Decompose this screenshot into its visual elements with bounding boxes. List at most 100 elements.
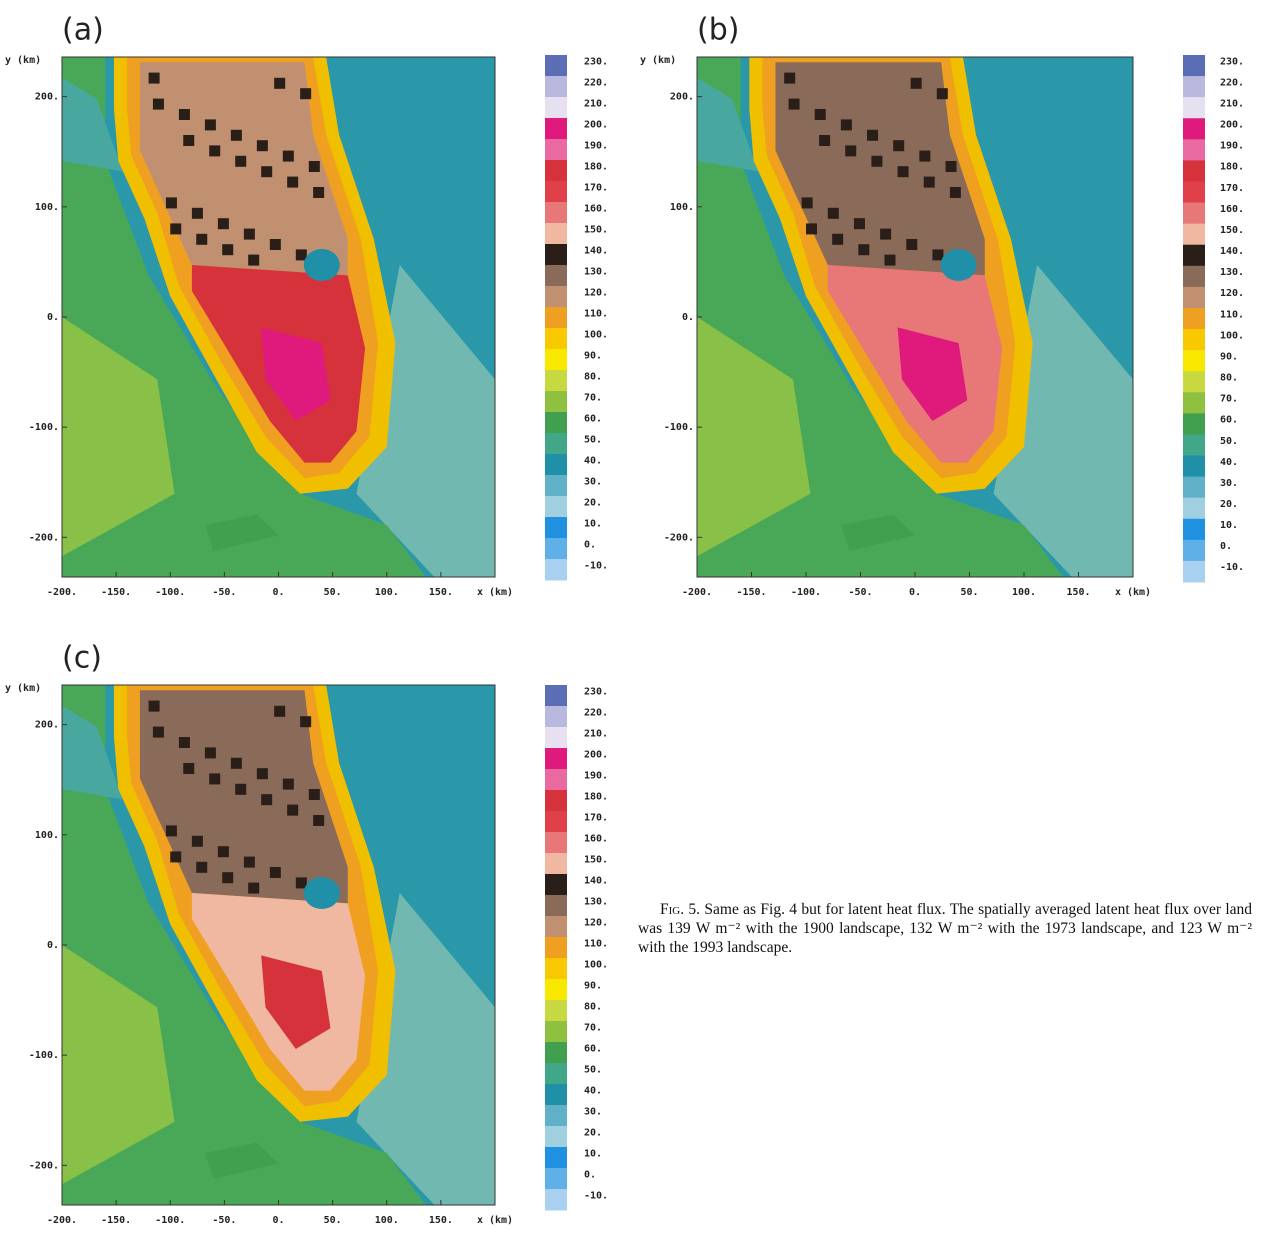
land-cell — [230, 129, 242, 141]
colorbar-swatch — [545, 832, 567, 854]
land-cell — [178, 109, 190, 120]
y-axis-label: y (km) — [640, 55, 676, 66]
x-tick-label: -50. — [212, 587, 236, 598]
colorbar-label: 0. — [1220, 541, 1232, 552]
colorbar-label: 140. — [1220, 246, 1244, 257]
colorbar-swatch — [545, 1042, 567, 1064]
colorbar-swatch — [545, 517, 567, 539]
land-cell — [222, 244, 234, 256]
keys — [204, 514, 279, 551]
colorbar-swatch — [545, 937, 567, 959]
colorbar-swatch — [1183, 76, 1205, 98]
land-cell — [840, 119, 852, 131]
y-tick-label: 100. — [670, 202, 694, 213]
colorbar-swatch — [1183, 265, 1205, 288]
colorbar-swatch — [1183, 497, 1205, 520]
panel: (b) y (km) 200. 100. 0. -100. -200. -200. -150. -… — [640, 13, 1244, 599]
x-tick-label: -200. — [47, 1215, 77, 1226]
colorbar-swatch — [545, 1147, 567, 1169]
land-cell — [222, 872, 234, 884]
colorbar-label: 150. — [584, 224, 608, 235]
colorbar-label: 80. — [584, 371, 602, 382]
colorbar-label: 150. — [584, 854, 608, 865]
land-cell — [788, 98, 800, 110]
land-core — [261, 327, 331, 421]
land-cell — [269, 239, 281, 250]
colorbar-label: 70. — [584, 392, 602, 403]
colorbar-swatch — [1183, 244, 1205, 267]
colorbar-label: 90. — [584, 980, 602, 991]
colorbar-swatch — [1183, 392, 1205, 414]
land-cell — [204, 119, 216, 131]
land-cell — [282, 778, 294, 790]
y-tick-label: 200. — [35, 92, 59, 103]
shelf-teal — [62, 77, 123, 172]
land-cell — [196, 233, 208, 245]
colorbar-label: -10. — [584, 560, 608, 571]
x-tick-label: 50. — [960, 587, 978, 598]
figure-label: Fig. 5. — [660, 901, 701, 918]
land-cell — [923, 176, 935, 188]
colorbar-label: 50. — [584, 434, 602, 445]
land-cell — [313, 187, 325, 198]
colorbar-swatch — [545, 1084, 567, 1106]
colorbar-swatch — [545, 475, 567, 497]
colorbar-swatch — [1183, 371, 1205, 393]
land-cell — [191, 835, 203, 847]
colorbar-label: 30. — [1220, 478, 1238, 489]
colorbar-label: 160. — [584, 203, 608, 214]
land-cell — [191, 207, 203, 219]
x-tick-label: 150. — [1066, 587, 1090, 598]
x-tick-label: -100. — [791, 587, 821, 598]
land-cell — [853, 218, 865, 230]
y-axis-label: y (km) — [5, 683, 41, 694]
colorbar-label: 190. — [1220, 141, 1244, 152]
land-cell — [261, 166, 273, 178]
colorbar-label: 20. — [584, 1127, 602, 1138]
colorbar-label: 180. — [584, 791, 608, 802]
colorbar-swatch — [1183, 97, 1205, 119]
lake — [303, 249, 340, 281]
colorbar-swatch — [1183, 413, 1205, 435]
land-cell — [274, 705, 286, 717]
colorbar-label: 110. — [1220, 309, 1244, 320]
colorbar-swatch — [545, 706, 567, 728]
x-tick-label: -200. — [47, 587, 77, 598]
land-cell — [806, 223, 817, 235]
colorbar-swatch — [545, 1168, 567, 1190]
lake — [940, 249, 977, 281]
colorbar-swatch — [545, 538, 567, 560]
colorbar-label: 0. — [584, 539, 596, 550]
colorbar-label: 230. — [584, 56, 608, 67]
land-cell — [300, 716, 312, 728]
colorbar-swatch — [545, 727, 567, 749]
caption: Fig. 5. Same as Fig. 4 but for latent he… — [638, 900, 1252, 957]
land-cell — [256, 140, 268, 152]
y-tick-label: 0. — [682, 312, 694, 323]
land-cell — [269, 867, 281, 878]
colorbar-label: 130. — [584, 266, 608, 277]
land-cell — [893, 140, 905, 152]
land-core — [261, 955, 331, 1049]
shelf-light — [62, 317, 175, 557]
colorbar-label: 40. — [584, 455, 602, 466]
keys — [840, 514, 915, 551]
y-tick-label: -100. — [29, 422, 59, 433]
land-cell — [919, 150, 931, 162]
x-axis-label: x (km) — [477, 587, 513, 598]
colorbar-swatch — [545, 811, 567, 833]
colorbar-label: 200. — [584, 749, 608, 760]
land-cell — [243, 228, 255, 240]
colorbar-label: 150. — [1220, 225, 1244, 236]
colorbar-swatch — [545, 349, 567, 371]
land-cell — [801, 197, 813, 209]
colorbar-label: 220. — [584, 77, 608, 88]
land-cell — [910, 77, 922, 89]
colorbar-swatch — [545, 202, 567, 224]
x-tick-label: -100. — [155, 587, 185, 598]
colorbar-label: 220. — [1220, 77, 1244, 88]
colorbar-label: 60. — [584, 1043, 602, 1054]
land-cell — [897, 166, 909, 178]
colorbar-label: 220. — [584, 707, 608, 718]
land-cell — [209, 145, 221, 157]
